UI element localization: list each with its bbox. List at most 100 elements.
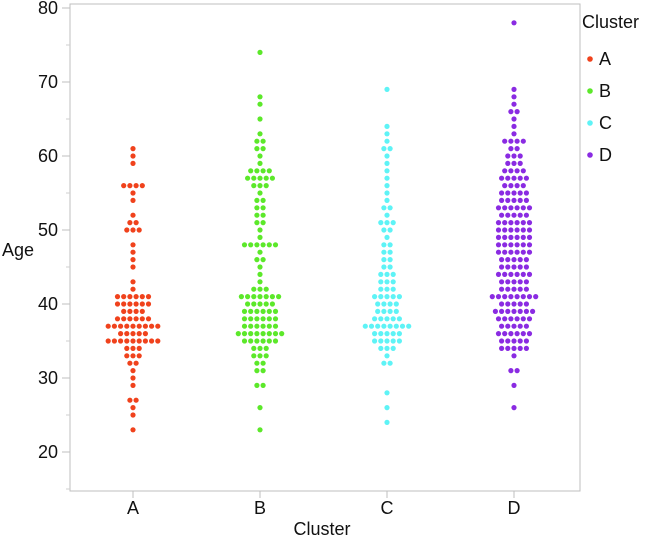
data-point-d — [523, 308, 530, 314]
data-point-c — [381, 242, 387, 248]
data-point-b — [254, 323, 260, 329]
data-point-d — [508, 271, 514, 277]
data-point-c — [381, 205, 387, 211]
data-point-d — [505, 323, 511, 329]
data-point-b — [260, 323, 266, 329]
data-point-d — [499, 286, 505, 292]
data-point-b — [254, 220, 260, 226]
data-point-b — [257, 279, 263, 285]
data-point-b — [279, 331, 285, 337]
x-axis-title: Cluster — [293, 519, 350, 539]
data-point-a — [130, 368, 136, 374]
data-point-b — [263, 294, 269, 300]
legend-title: Cluster — [582, 12, 639, 32]
data-point-c — [384, 123, 390, 129]
data-point-d — [495, 227, 502, 233]
data-point-a — [127, 294, 133, 300]
data-point-b — [251, 286, 257, 292]
data-point-d — [499, 279, 505, 285]
data-point-a — [124, 345, 130, 351]
data-point-c — [406, 323, 412, 329]
data-point-d — [514, 271, 520, 277]
y-axis: 20 30 40 50 60 70 80 — [38, 0, 70, 490]
data-point-b — [241, 331, 248, 337]
data-point-d — [495, 316, 502, 322]
data-point-d — [505, 160, 511, 166]
data-point-c — [381, 264, 387, 270]
data-point-c — [387, 146, 393, 152]
data-point-d — [505, 264, 511, 270]
data-point-c — [384, 279, 390, 285]
data-point-d — [520, 205, 526, 211]
data-point-a — [105, 323, 111, 329]
data-point-d — [517, 323, 523, 329]
data-point-d — [514, 242, 520, 248]
data-point-b — [272, 331, 279, 337]
data-point-d — [523, 345, 530, 351]
data-point-d — [508, 249, 514, 255]
data-point-c — [387, 249, 393, 255]
data-point-b — [254, 257, 260, 263]
data-point-d — [502, 205, 508, 211]
data-point-d — [520, 271, 526, 277]
data-point-d — [502, 271, 508, 277]
data-point-c — [381, 257, 387, 263]
data-point-d — [520, 294, 526, 300]
data-point-c — [390, 220, 396, 226]
data-point-a — [133, 308, 139, 314]
data-point-a — [130, 146, 136, 152]
data-point-b — [257, 264, 263, 270]
data-point-d — [533, 294, 539, 300]
data-point-c — [390, 286, 396, 292]
data-point-c — [378, 286, 384, 292]
data-point-d — [514, 294, 520, 300]
data-point-c — [378, 316, 384, 322]
data-point-d — [523, 190, 530, 196]
data-point-b — [251, 353, 257, 359]
data-point-d — [502, 138, 508, 144]
data-point-c — [381, 360, 387, 366]
data-point-a — [130, 249, 136, 255]
data-point-b — [248, 308, 254, 314]
data-point-d — [517, 301, 523, 307]
data-point-d — [511, 405, 517, 411]
data-point-b — [260, 257, 266, 263]
data-point-d — [523, 286, 530, 292]
data-point-d — [514, 234, 520, 240]
data-point-d — [517, 279, 523, 285]
data-point-c — [390, 294, 396, 300]
data-point-a — [136, 323, 142, 329]
data-point-d — [508, 234, 514, 240]
data-point-d — [526, 316, 533, 322]
data-point-b — [269, 294, 275, 300]
data-point-d — [520, 316, 526, 322]
data-point-b — [272, 308, 279, 314]
data-point-d — [499, 308, 505, 314]
data-point-b — [245, 175, 251, 181]
data-point-c — [396, 294, 402, 300]
data-point-c — [393, 301, 399, 307]
data-point-b — [260, 368, 266, 374]
data-point-d — [523, 279, 530, 285]
data-point-a — [130, 264, 136, 270]
data-point-d — [511, 279, 517, 285]
data-point-d — [523, 301, 530, 307]
data-point-d — [495, 331, 502, 337]
data-point-d — [517, 345, 523, 351]
data-point-b — [254, 242, 260, 248]
data-point-d — [517, 190, 523, 196]
legend-marker-c — [587, 120, 593, 126]
data-point-c — [393, 323, 399, 329]
data-point-d — [511, 175, 517, 181]
data-point-d — [495, 205, 502, 211]
plot-frame — [69, 3, 581, 492]
data-point-d — [526, 249, 533, 255]
data-point-c — [384, 175, 390, 181]
data-point-b — [254, 338, 260, 344]
data-point-b — [272, 242, 279, 248]
data-point-c — [387, 308, 393, 314]
data-point-d — [514, 183, 520, 189]
data-point-a — [127, 308, 133, 314]
data-point-a — [136, 345, 142, 351]
